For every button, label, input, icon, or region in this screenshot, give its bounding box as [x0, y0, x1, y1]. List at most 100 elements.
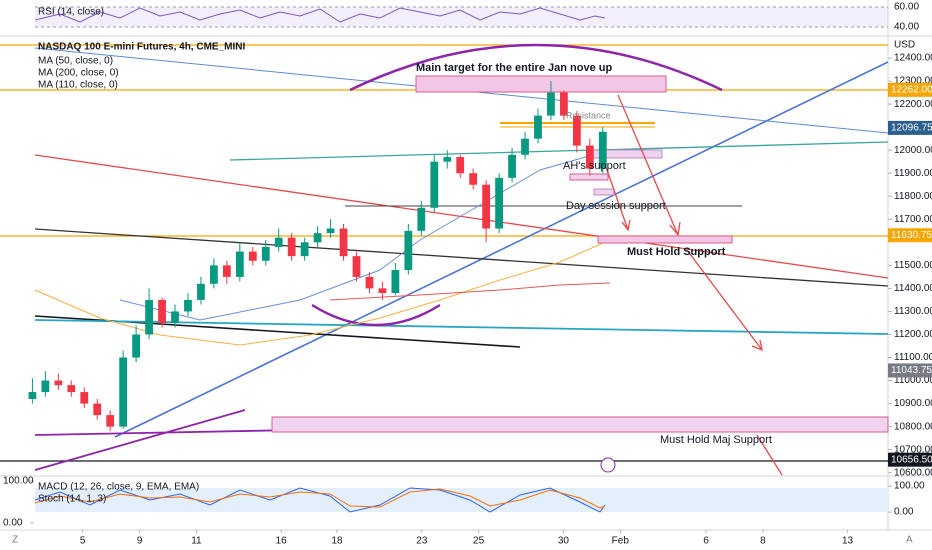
candle-body [67, 385, 76, 393]
candle-body [521, 138, 529, 155]
x-tick-label: 11 [191, 536, 202, 547]
y-tick-label: 60.00 [894, 2, 919, 13]
candle-body [534, 115, 542, 139]
candle-body [508, 154, 516, 178]
x-tick-label: 25 [473, 536, 485, 547]
candle-body [158, 299, 166, 323]
currency: USD [894, 40, 915, 51]
rsi-band [35, 7, 888, 27]
candle-body [106, 415, 115, 427]
zone [597, 235, 733, 244]
event-icon[interactable] [600, 457, 616, 473]
candle-body [495, 177, 503, 229]
y-tick-label: 10900.00 [894, 398, 932, 409]
y-tick-label: 11900.00 [894, 168, 932, 179]
y-tick-label: 10600.00 [894, 467, 932, 478]
x-tick-label: 16 [276, 536, 288, 547]
candle-body [41, 380, 50, 393]
x-tick-label: 23 [416, 536, 428, 547]
annotation: Main target for the entire Jan nove up [416, 62, 612, 74]
annotation: Must Hold Support [627, 246, 726, 258]
x-tick-label: 5 [80, 536, 86, 547]
candle-body [378, 288, 387, 294]
ma-line [329, 282, 611, 301]
x-tick-label: Feb [612, 536, 630, 547]
x-tick-label: 6 [703, 536, 709, 547]
price-badge-label: 11630.75 [891, 230, 932, 241]
candle-body [417, 207, 426, 231]
annotation: Day session support [566, 200, 666, 212]
candle-body [261, 246, 270, 261]
price-badge-label: 12096.75 [891, 123, 932, 134]
candle-body [443, 157, 452, 162]
candle-body [339, 228, 348, 257]
y-tick-label: 10800.00 [894, 421, 932, 432]
arrow [686, 249, 763, 352]
annotation: Must Hold Maj Support [660, 434, 772, 446]
candle-body [145, 299, 153, 335]
y-tick-label: 40.00 [894, 22, 919, 33]
indicator-label: MA (50, close, 0) [38, 56, 113, 67]
candle-body [598, 131, 607, 169]
y-tick-label: 12400.00 [894, 53, 932, 64]
zone [593, 188, 615, 196]
candle-body [326, 228, 335, 234]
price-badge [888, 363, 932, 378]
price-badge-label: 11043.75 [891, 365, 932, 376]
rsi-title: RSI (14, close) [38, 7, 104, 18]
y-tick-label: 11800.00 [894, 191, 932, 202]
ma-line [119, 149, 611, 321]
icon[interactable]: A [906, 535, 913, 546]
candle-body [456, 157, 465, 174]
arc [311, 303, 441, 327]
price-badge [888, 452, 932, 467]
icon[interactable]: Z [12, 535, 18, 546]
x-tick-label: 18 [331, 536, 343, 547]
x-tick-label: 8 [760, 536, 766, 547]
y-tick-label: 11100.00 [894, 352, 932, 363]
stoch-band [35, 488, 888, 512]
signal-line [34, 488, 606, 509]
candle-body [585, 145, 594, 169]
symbol-title: NASDAQ 100 E-mini Futures, 4h, CME_MINI [38, 42, 245, 53]
arrow [617, 94, 681, 237]
candle-body [80, 392, 89, 404]
osc-title: Stoch (14, 1, 3) [38, 494, 106, 505]
price-badge [888, 120, 932, 135]
y-tick-label: 12300.00 [894, 76, 932, 87]
trend-line [34, 154, 889, 279]
x-tick-label: 9 [137, 536, 143, 547]
candle-body [184, 299, 192, 312]
candle-body [171, 311, 179, 323]
candles [28, 81, 607, 432]
candle-body [313, 233, 322, 243]
price-badge [888, 228, 932, 243]
zone [271, 416, 889, 433]
price-badge [888, 82, 932, 97]
candle-body [365, 276, 374, 289]
ma-line [34, 239, 611, 346]
price-badge-label: 12262.00 [891, 84, 932, 95]
y-tick-label: 11500.00 [894, 260, 932, 271]
price-badge-label: 10656.50 [891, 454, 932, 465]
trend-line [34, 228, 889, 287]
candle-body [119, 357, 128, 427]
indicator-label: MA (200, close, 0) [38, 68, 119, 79]
candle-body [482, 184, 491, 229]
candle-body [54, 380, 63, 386]
annotation: AH's support [563, 160, 626, 172]
arc [349, 43, 723, 92]
y-tick-label: 11700.00 [894, 214, 932, 225]
candle-body [572, 115, 581, 146]
candle-body [560, 92, 568, 116]
arrow [756, 434, 783, 476]
macd-line [34, 487, 606, 513]
candle-body [430, 161, 439, 208]
y-tick-label: 11400.00 [894, 283, 932, 294]
candle-body [547, 92, 555, 116]
candle-body [197, 283, 205, 300]
candle-body [210, 265, 218, 284]
y-tick-label: 11300.00 [894, 306, 932, 317]
y-tick-label: 0.00 [894, 507, 914, 518]
